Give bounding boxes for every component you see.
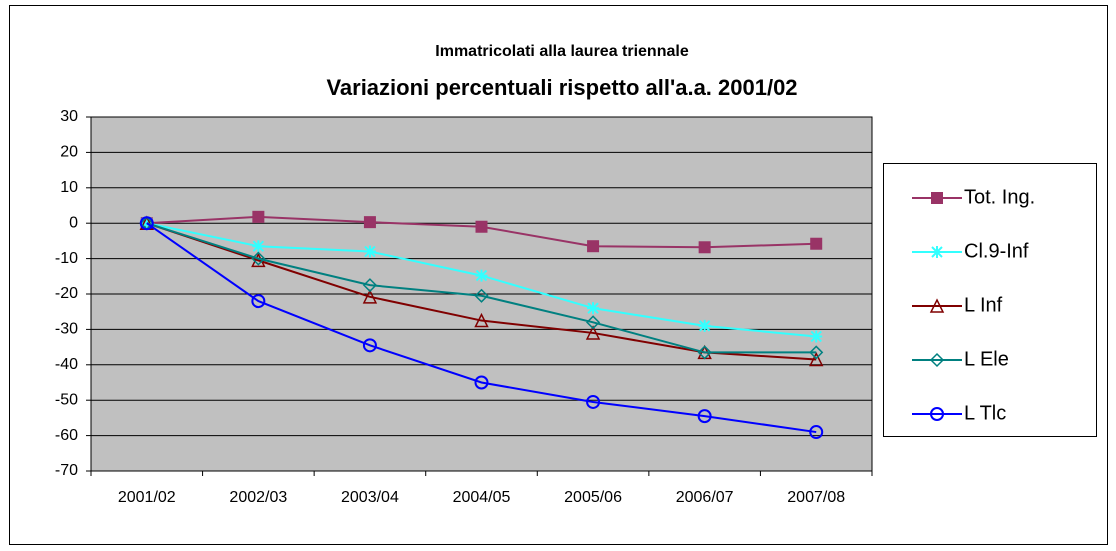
x-tick-label: 2007/08	[787, 489, 845, 506]
marker	[251, 294, 266, 309]
marker	[474, 312, 489, 328]
y-tick-label: -50	[55, 391, 78, 408]
marker	[252, 210, 265, 223]
marker	[139, 216, 154, 231]
marker	[929, 352, 945, 368]
marker	[930, 407, 944, 421]
legend	[883, 163, 1097, 437]
marker	[362, 278, 377, 293]
marker	[251, 252, 266, 268]
y-tick-label: -40	[55, 356, 78, 373]
marker	[362, 289, 378, 304]
marker	[475, 220, 488, 233]
series-line	[146, 222, 817, 354]
marker	[931, 246, 943, 258]
marker	[586, 315, 601, 330]
marker	[251, 251, 266, 266]
x-tick-label: 2001/02	[118, 489, 176, 506]
marker	[697, 345, 712, 360]
legend-label: L Ele	[964, 348, 1009, 370]
series-line	[146, 222, 817, 434]
marker	[585, 325, 601, 340]
marker	[362, 338, 377, 353]
y-tick-label: 20	[60, 144, 78, 161]
legend-label: Cl.9-Inf	[964, 240, 1029, 262]
chart-subtitle: Variazioni percentuali rispetto all'a.a.…	[326, 75, 797, 100]
marker	[809, 351, 824, 367]
marker	[587, 302, 600, 315]
x-tick-label: 2006/07	[676, 489, 734, 506]
marker	[809, 425, 824, 440]
x-tick-label: 2002/03	[229, 489, 287, 506]
marker	[931, 192, 943, 204]
x-tick-label: 2005/06	[564, 489, 622, 506]
marker	[363, 216, 376, 229]
marker	[810, 330, 823, 343]
y-tick-label: -10	[55, 250, 78, 267]
y-tick-label: 0	[69, 214, 78, 231]
legend-label: L Inf	[964, 294, 1003, 316]
marker	[698, 241, 711, 254]
y-tick-label: -20	[55, 285, 78, 302]
chart-title: Immatricolati alla laurea triennale	[435, 43, 689, 60]
x-tick-label: 2004/05	[453, 489, 511, 506]
marker	[697, 409, 712, 424]
y-tick-label: -60	[55, 427, 78, 444]
marker	[252, 240, 265, 253]
marker	[475, 269, 488, 282]
plot-border	[90, 116, 873, 472]
marker	[929, 298, 945, 313]
y-tick-label: 30	[60, 108, 78, 125]
legend-label: Tot. Ing.	[964, 186, 1035, 208]
x-tick-label: 2003/04	[341, 489, 399, 506]
y-tick-label: -30	[55, 321, 78, 338]
marker	[809, 345, 824, 360]
marker	[474, 288, 489, 303]
marker	[698, 319, 711, 332]
marker	[810, 237, 823, 250]
marker	[363, 245, 376, 258]
y-tick-label: 10	[60, 179, 78, 196]
marker	[586, 394, 601, 409]
y-tick-label: -70	[55, 462, 78, 479]
marker	[587, 240, 600, 253]
legend-label: L Tlc	[964, 402, 1006, 424]
marker	[474, 375, 489, 390]
